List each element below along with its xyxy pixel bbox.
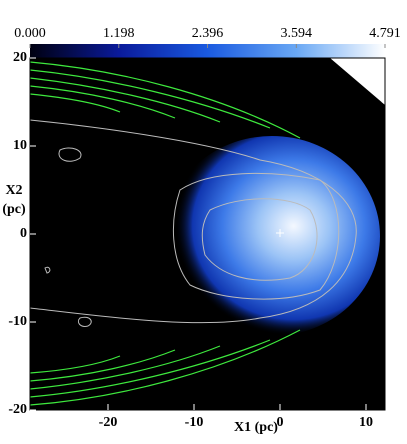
colorbar-tick-label: 3.594 — [281, 26, 313, 41]
center-marker — [276, 229, 284, 237]
y-tick-label: -10 — [8, 314, 27, 329]
y-axis-label: X2 (pc) — [2, 183, 26, 217]
y-tick-label: 20 — [13, 50, 27, 65]
x-axis-label: X1 (pc) — [234, 420, 278, 435]
x-tick-label: -20 — [99, 415, 118, 430]
colorbar-tick-label: 2.396 — [192, 26, 224, 41]
image — [30, 58, 385, 410]
emission — [164, 136, 380, 336]
x-tick-label: 0 — [276, 415, 283, 430]
colorbar-tick-label: 4.791 — [369, 26, 401, 41]
y-tick-label: -20 — [8, 402, 27, 417]
gray-contours — [30, 119, 357, 327]
y-tick-label: 0 — [20, 226, 27, 241]
colorbar-tick-label: 0.000 — [14, 26, 46, 41]
green-contours — [30, 61, 301, 406]
y-tick-label: 10 — [13, 138, 27, 153]
x-tick-label: 10 — [359, 415, 373, 430]
x-tick-label: -10 — [185, 415, 204, 430]
corner-mask — [330, 58, 385, 105]
colorbar-tick-label: 1.198 — [103, 26, 135, 41]
